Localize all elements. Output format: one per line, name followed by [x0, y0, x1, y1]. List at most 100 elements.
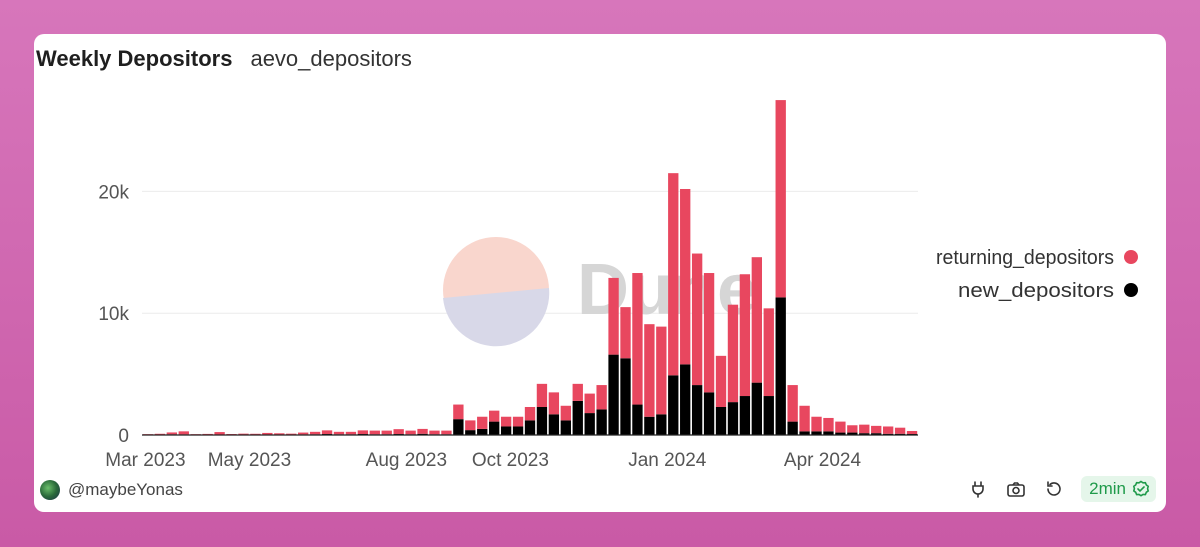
bar-new-depositors — [572, 400, 583, 435]
bar-new-depositors — [560, 420, 571, 435]
bar-returning-depositors — [548, 392, 560, 415]
bar-new-depositors — [548, 414, 560, 435]
bar-returning-depositors — [465, 420, 476, 431]
y-tick-label: 0 — [118, 426, 129, 447]
bar-returning-depositors — [512, 416, 524, 427]
bar-new-depositors — [763, 396, 774, 435]
bar-new-depositors — [453, 419, 464, 435]
bar-new-depositors — [751, 382, 762, 435]
bar-new-depositors — [489, 421, 500, 435]
bar-returning-depositors — [656, 326, 667, 415]
x-tick-label: Aug 2023 — [366, 450, 447, 471]
x-tick-label: Apr 2024 — [784, 450, 862, 471]
bar-new-depositors — [894, 433, 906, 435]
bar-returning-depositors — [333, 431, 345, 435]
bar-returning-depositors — [441, 430, 452, 435]
bar-new-depositors — [739, 396, 751, 435]
bar-returning-depositors — [166, 432, 178, 435]
bar-new-depositors — [465, 430, 476, 435]
chart-subtitle: aevo_depositors — [250, 46, 412, 71]
bar-returning-depositors — [262, 432, 273, 435]
bar-new-depositors — [608, 354, 619, 435]
legend-marker — [1124, 250, 1138, 264]
bar-returning-depositors — [715, 355, 727, 407]
bar-new-depositors — [811, 431, 822, 435]
bar-returning-depositors — [226, 434, 237, 435]
bar-returning-depositors — [787, 385, 798, 422]
bar-returning-depositors — [477, 416, 488, 429]
bar-returning-depositors — [835, 421, 846, 433]
bar-returning-depositors — [298, 432, 309, 435]
bar-returning-depositors — [393, 429, 404, 435]
bar-new-depositors — [632, 404, 643, 435]
bar-new-depositors — [775, 297, 786, 435]
bar-new-depositors — [835, 432, 846, 435]
bar-returning-depositors — [429, 430, 440, 435]
bar-returning-depositors — [417, 428, 428, 434]
x-tick-label: Oct 2023 — [472, 450, 549, 471]
legend-label: returning_depositors — [936, 247, 1114, 269]
bar-new-depositors — [882, 433, 894, 435]
x-tick-label: Jan 2024 — [628, 450, 707, 471]
bar-new-depositors — [680, 364, 691, 435]
bar-returning-depositors — [154, 433, 166, 435]
chart-card: Dune 0 10k 20k Mar 2023 May 2023 Aug 2023 Oct … — [34, 34, 1166, 512]
bar-returning-depositors — [536, 383, 548, 407]
watermark: Dune — [443, 237, 757, 347]
legend-marker — [1124, 283, 1138, 297]
bar-new-depositors — [691, 385, 703, 435]
bar-new-depositors — [703, 392, 715, 435]
bar-returning-depositors — [560, 405, 571, 421]
bar-returning-depositors — [345, 431, 357, 435]
bar-returning-depositors — [763, 308, 774, 397]
bar-new-depositors — [668, 375, 679, 435]
plug-icon[interactable] — [967, 478, 989, 500]
bar-returning-depositors — [739, 274, 751, 397]
chart: Dune 0 10k 20k Mar 2023 May 2023 Aug 2023 Oct … — [98, 100, 1138, 471]
refresh-status-badge[interactable]: 2min — [1081, 476, 1156, 502]
bar-new-depositors — [512, 426, 524, 435]
username: @maybeYonas — [68, 480, 183, 499]
bar-returning-depositors — [691, 253, 703, 386]
bar-returning-depositors — [680, 188, 691, 365]
bar-returning-depositors — [489, 410, 500, 422]
check-circle-icon — [1132, 480, 1150, 497]
refresh-interval: 2min — [1089, 479, 1126, 498]
refresh-icon[interactable] — [1043, 478, 1065, 500]
bar-returning-depositors — [500, 416, 512, 427]
bar-new-depositors — [620, 358, 631, 435]
bar-returning-depositors — [871, 425, 882, 434]
legend-label: new_depositors — [958, 280, 1114, 302]
bar-returning-depositors — [859, 424, 870, 434]
bar-new-depositors — [536, 406, 548, 435]
bar-returning-depositors — [178, 431, 189, 435]
bar-returning-depositors — [405, 430, 416, 435]
bar-returning-depositors — [668, 173, 679, 376]
bar-returning-depositors — [357, 430, 369, 435]
bar-new-depositors — [859, 433, 870, 435]
camera-icon[interactable] — [1005, 478, 1027, 500]
bar-returning-depositors — [214, 432, 225, 435]
avatar — [40, 480, 60, 500]
bar-returning-depositors — [572, 383, 583, 401]
bar-returning-depositors — [906, 430, 918, 435]
bar-new-depositors — [823, 431, 834, 435]
bar-returning-depositors — [894, 427, 906, 434]
bar-returning-depositors — [703, 273, 715, 393]
bar-new-depositors — [524, 420, 536, 435]
x-tick-label: Mar 2023 — [105, 450, 185, 471]
bar-returning-depositors — [751, 257, 762, 383]
y-tick-label: 20k — [98, 182, 129, 203]
bar-returning-depositors — [847, 425, 858, 433]
bar-new-depositors — [787, 421, 798, 435]
bar-new-depositors — [500, 426, 512, 435]
bar-returning-depositors — [727, 304, 739, 403]
author[interactable]: @maybeYonas — [40, 480, 183, 500]
bar-returning-depositors — [799, 405, 810, 432]
bar-returning-depositors — [369, 430, 380, 435]
bar-returning-depositors — [238, 433, 249, 435]
bar-returning-depositors — [596, 385, 607, 410]
bar-returning-depositors — [286, 433, 297, 435]
legend-clip — [1114, 234, 1119, 268]
bar-new-depositors — [417, 433, 428, 435]
